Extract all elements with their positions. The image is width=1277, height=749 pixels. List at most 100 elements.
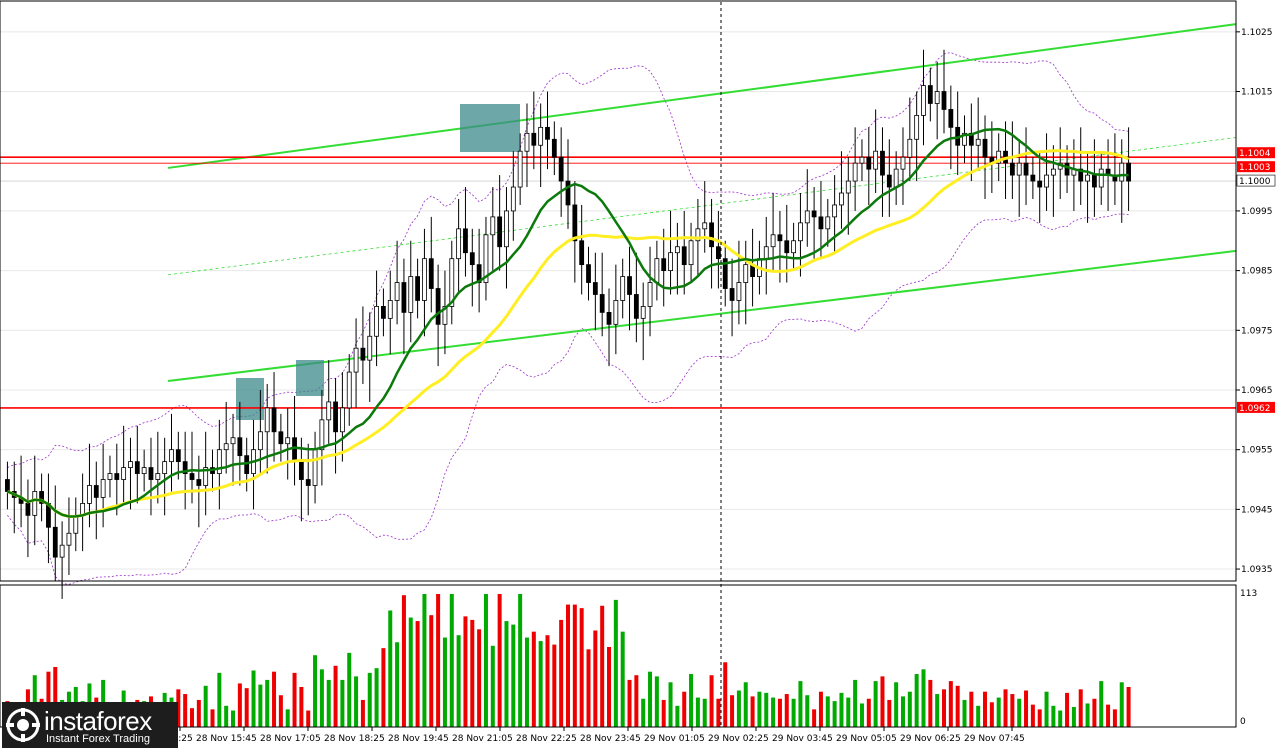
candle-body xyxy=(25,503,31,516)
candlestick-series xyxy=(5,49,1131,599)
volume-bar xyxy=(634,675,639,727)
candle-body xyxy=(620,276,626,301)
candle-body xyxy=(264,407,270,433)
candle-body xyxy=(852,162,858,182)
instaforex-logo: instaforex Instant Forex Trading xyxy=(2,702,178,748)
candle-body xyxy=(777,234,783,242)
volume-bar xyxy=(887,699,892,727)
volume-bar xyxy=(757,691,762,727)
candle-body xyxy=(121,467,127,480)
time-tick-label: 28 Nov 15:45 xyxy=(196,734,257,744)
level-tags: 1.1004 1.1003 1.0962 1.1000 xyxy=(1236,147,1276,414)
volume-bar xyxy=(661,699,666,727)
volume-bar xyxy=(1003,689,1008,727)
volume-bar xyxy=(798,681,803,727)
candle-body xyxy=(387,300,393,319)
volume-bar xyxy=(552,644,557,727)
volume-max-label: 113 xyxy=(1240,589,1257,599)
candle-body xyxy=(162,461,168,474)
candle-body xyxy=(497,216,503,248)
candle-body xyxy=(203,467,209,486)
volume-bar xyxy=(374,668,379,727)
candle-body xyxy=(907,138,913,158)
volume-bar xyxy=(524,637,529,727)
candle-body xyxy=(674,246,680,254)
volume-bar xyxy=(422,594,427,727)
volume-bar xyxy=(607,646,612,727)
price-tick-label: 1.0955 xyxy=(1241,446,1273,456)
candle-body xyxy=(640,306,646,319)
candle-body xyxy=(401,282,407,313)
candle-body xyxy=(866,156,872,170)
volume-bar xyxy=(313,655,318,727)
volume-bar xyxy=(511,624,516,727)
volume-bar xyxy=(709,675,714,727)
candle-body xyxy=(592,282,598,295)
candle-body xyxy=(353,347,359,373)
volume-bar xyxy=(969,691,974,727)
candle-body xyxy=(558,156,564,182)
candle-body xyxy=(394,282,400,301)
volume-bar xyxy=(989,702,994,727)
candle-body xyxy=(271,407,277,433)
volume-bar xyxy=(231,710,236,727)
candle-body xyxy=(175,449,181,463)
volume-bar xyxy=(306,710,311,727)
volume-bar xyxy=(723,662,728,727)
volume-bar xyxy=(265,679,270,727)
volume-bar xyxy=(962,699,967,727)
candle-body xyxy=(333,401,338,433)
candle-body xyxy=(517,150,523,188)
volume-bar xyxy=(1071,706,1076,727)
volume-bar xyxy=(955,685,960,727)
volume-bar xyxy=(853,679,858,727)
candle-body xyxy=(845,180,851,194)
volume-bar xyxy=(654,676,659,727)
candle-body xyxy=(716,246,721,260)
volume-bar xyxy=(873,681,878,727)
price-tick-label: 1.0975 xyxy=(1241,326,1273,336)
candle-body xyxy=(422,258,427,301)
candle-body xyxy=(442,306,448,325)
candle-body xyxy=(784,240,790,254)
candle-body xyxy=(572,204,578,242)
volume-bar xyxy=(702,698,707,727)
candle-body xyxy=(811,210,817,218)
candle-body xyxy=(381,306,386,319)
volume-bar xyxy=(996,697,1001,727)
candle-body xyxy=(435,288,441,325)
volume-bar xyxy=(442,637,447,727)
candle-body xyxy=(374,306,379,337)
volume-bar xyxy=(538,641,543,727)
channel-lower-line xyxy=(167,249,1237,383)
volume-bar xyxy=(497,594,502,727)
level-tag-box xyxy=(1237,161,1275,173)
time-tick-label: 29 Nov 07:45 xyxy=(964,734,1025,744)
volume-bar xyxy=(237,683,242,727)
candle-body xyxy=(982,138,988,158)
candle-body xyxy=(1092,174,1097,188)
volume-bar xyxy=(566,604,570,727)
volume-bar xyxy=(203,685,208,727)
candle-body xyxy=(346,371,352,409)
trend-channel xyxy=(167,23,1237,383)
candle-body xyxy=(93,485,99,498)
candle-body xyxy=(1023,162,1029,176)
candle-body xyxy=(873,150,879,170)
candle-body xyxy=(483,234,489,283)
volume-bar xyxy=(217,672,222,727)
candle-body xyxy=(1009,162,1015,176)
candle-body xyxy=(1037,180,1043,188)
volume-bar xyxy=(750,696,755,727)
candle-body xyxy=(524,132,530,152)
candle-body xyxy=(791,240,796,254)
volume-bar xyxy=(907,691,912,727)
volume-bar xyxy=(1078,689,1083,727)
candle-body xyxy=(763,246,769,260)
candle-body xyxy=(962,132,967,146)
candle-body xyxy=(449,258,455,307)
candle-body xyxy=(893,168,899,188)
volume-bar xyxy=(53,666,58,727)
volume-bar xyxy=(319,669,324,727)
candle-body xyxy=(415,276,421,301)
